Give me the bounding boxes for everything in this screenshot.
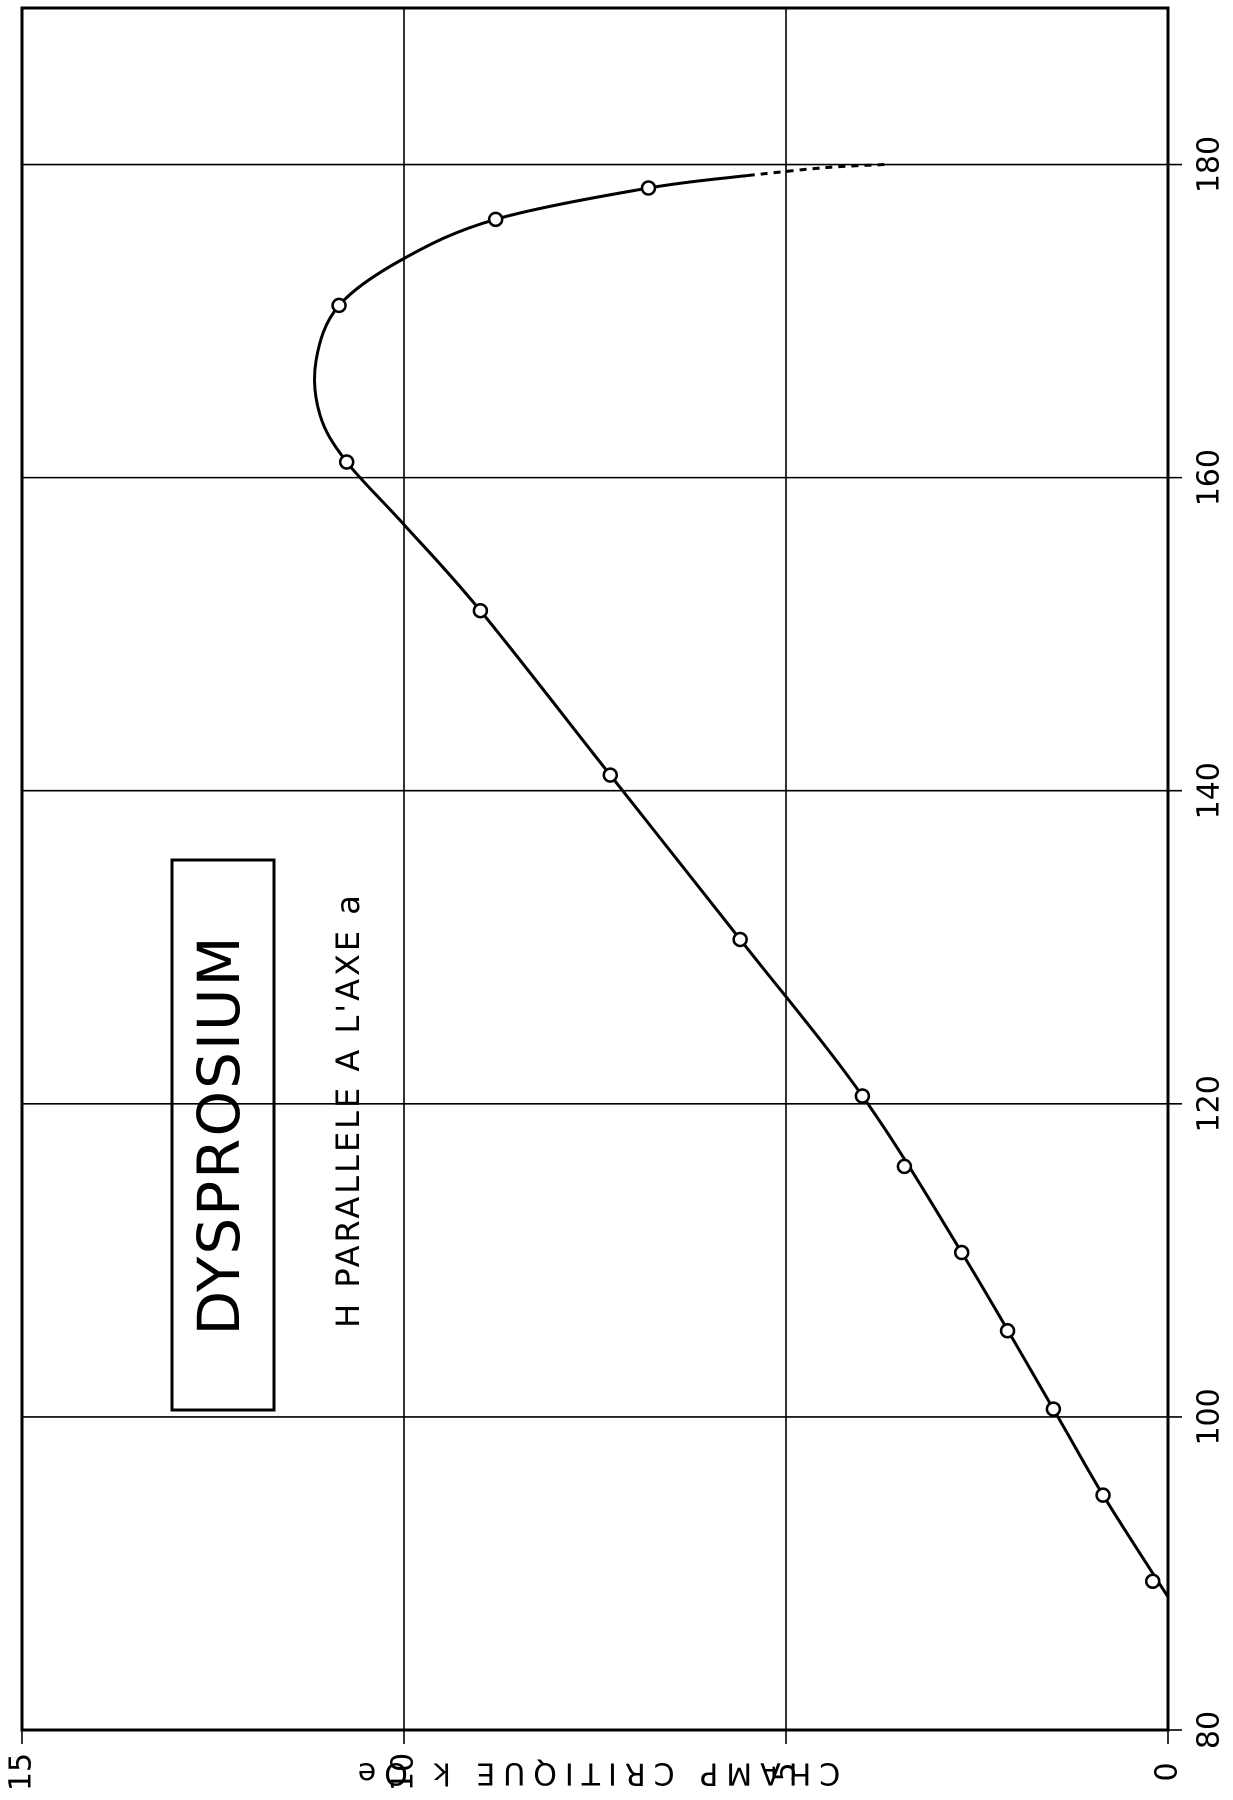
data-point bbox=[487, 211, 504, 228]
data-point bbox=[472, 602, 489, 619]
title-box bbox=[170, 858, 276, 1412]
data-point bbox=[1045, 1401, 1062, 1417]
y-tick-label: 0 bbox=[1150, 1762, 1185, 1781]
grid bbox=[21, 8, 1182, 1744]
data-point bbox=[640, 180, 657, 196]
series bbox=[313, 163, 1170, 1598]
y-axis-label: CHAMP CRITIQUE k Oe bbox=[350, 1756, 840, 1791]
data-point bbox=[338, 454, 355, 470]
x-tick-label: 160 bbox=[1192, 449, 1227, 506]
data-point bbox=[999, 1323, 1016, 1339]
x-tick-label: 140 bbox=[1192, 762, 1227, 819]
title-group: DYSPROSIUM bbox=[170, 858, 276, 1412]
series-line-extrapolated bbox=[747, 163, 886, 177]
data-point bbox=[1144, 1573, 1161, 1590]
series-line bbox=[313, 174, 1170, 1598]
data-point bbox=[1095, 1487, 1111, 1503]
data-point bbox=[602, 767, 619, 783]
x-tick-label: 100 bbox=[1192, 1388, 1227, 1445]
plot-frame bbox=[20, 6, 1170, 1732]
x-tick-label: 80 bbox=[1192, 1711, 1227, 1749]
y-tick-label: 15 bbox=[4, 1753, 39, 1791]
chart-subtitle: H PARALLELE A L'AXE a bbox=[329, 892, 367, 1328]
tick-labels: 80 100 120 140 160 180 0 5 10 15 bbox=[4, 136, 1227, 1791]
data-point bbox=[331, 297, 347, 314]
chart-title: DYSPROSIUM bbox=[185, 934, 253, 1335]
data-point bbox=[896, 1158, 913, 1175]
data-point bbox=[953, 1244, 970, 1261]
x-tick-label: 120 bbox=[1192, 1075, 1227, 1132]
data-point bbox=[854, 1088, 871, 1104]
y-tick-label: 5 bbox=[768, 1762, 803, 1781]
y-tick-label: 10 bbox=[386, 1753, 421, 1791]
x-tick-label: 180 bbox=[1192, 136, 1227, 193]
data-point bbox=[732, 931, 748, 948]
